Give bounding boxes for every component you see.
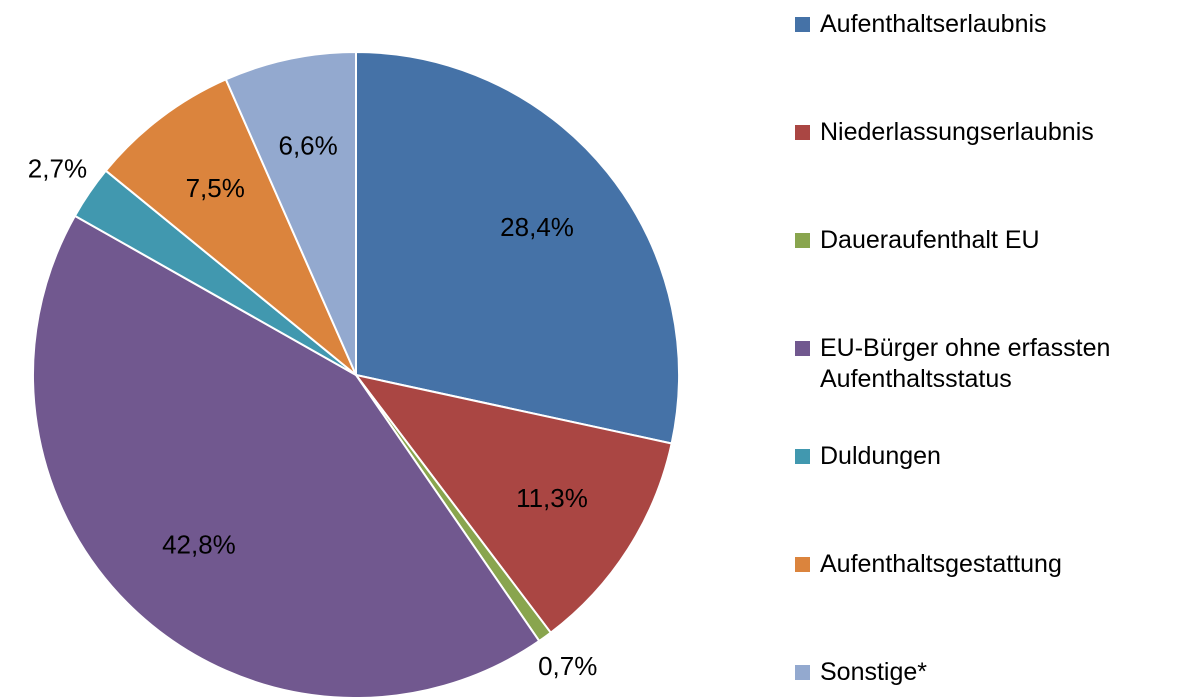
legend-swatch xyxy=(795,665,810,680)
pie-slice xyxy=(224,50,357,376)
legend-swatch xyxy=(795,17,810,32)
data-label: 2,7% xyxy=(28,154,87,184)
data-label: 11,3% xyxy=(516,483,588,513)
legend-item: EU-Bürger ohne erfassten Aufenthaltsstat… xyxy=(795,333,1190,395)
data-label: 42,8% xyxy=(162,529,236,559)
legend-label: Daueraufenthalt EU xyxy=(820,226,1040,254)
legend-item: Niederlassungserlaubnis xyxy=(795,117,1190,148)
legend-swatch xyxy=(795,449,810,464)
legend-label: Aufenthaltserlaubnis xyxy=(820,10,1047,38)
legend-label: Aufenthaltsgestattung xyxy=(820,550,1062,578)
data-label: 6,6% xyxy=(278,130,337,160)
legend-item: Aufenthaltserlaubnis xyxy=(795,9,1190,40)
pie-slice xyxy=(32,214,541,697)
pie-slice xyxy=(353,373,673,635)
legend-item: Duldungen xyxy=(795,441,1190,472)
legend-swatch xyxy=(795,557,810,572)
pie-slice xyxy=(355,50,680,445)
data-label: 28,4% xyxy=(500,212,574,242)
legend-label: Niederlassungserlaubnis xyxy=(820,118,1094,146)
data-label: 7,5% xyxy=(186,173,245,203)
legend-item: Sonstige* xyxy=(795,657,1190,688)
pie-slice xyxy=(104,78,357,376)
legend-label: Duldungen xyxy=(820,442,941,470)
legend-swatch xyxy=(795,125,810,140)
legend-label: Sonstige* xyxy=(820,658,928,686)
legend-item: Aufenthaltsgestattung xyxy=(795,549,1190,580)
data-label: 0,7% xyxy=(538,651,597,681)
legend-swatch xyxy=(795,233,810,248)
legend-item: Daueraufenthalt EU xyxy=(795,225,1190,256)
legend-label: EU-Bürger ohne erfassten Aufenthaltsstat… xyxy=(820,334,1111,393)
legend-swatch xyxy=(795,341,810,356)
